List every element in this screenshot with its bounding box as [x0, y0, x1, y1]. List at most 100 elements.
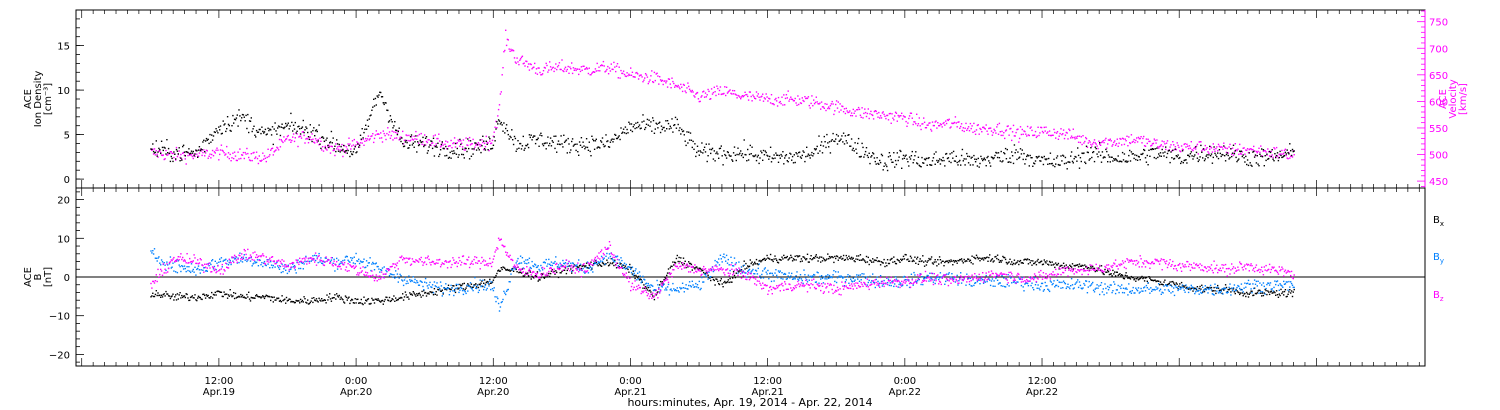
velocity-series-point — [1188, 145, 1191, 147]
density-series-point — [469, 140, 472, 142]
bx-series-point — [447, 284, 450, 286]
by-series-point — [983, 280, 986, 282]
by-series-point — [332, 262, 334, 264]
density-series-point — [1213, 146, 1215, 148]
velocity-series-point — [982, 126, 984, 129]
velocity-series-point — [272, 154, 274, 156]
bx-series-point — [1243, 293, 1245, 295]
density-series-point — [779, 157, 781, 159]
density-series-point — [1111, 156, 1113, 158]
velocity-series-point — [750, 95, 752, 98]
velocity-series-point — [1127, 145, 1129, 147]
density-series-point — [1209, 145, 1211, 148]
velocity-series-point — [1001, 130, 1003, 133]
bx-series-point — [1005, 261, 1008, 264]
by-series-point — [970, 285, 972, 287]
density-series-point — [665, 120, 667, 122]
density-series-point — [1007, 161, 1009, 163]
velocity-series-point — [327, 146, 329, 148]
velocity-series-point — [351, 140, 354, 142]
density-series-point — [1150, 148, 1152, 151]
density-series-point — [255, 129, 258, 132]
velocity-series-point — [160, 154, 163, 156]
by-series-point — [441, 295, 443, 297]
by-series-point — [621, 259, 623, 262]
bx-series-point — [309, 301, 311, 304]
density-series-point — [1087, 151, 1089, 154]
bx-series-point — [828, 258, 830, 260]
density-series-point — [466, 150, 468, 153]
velocity-series-point — [218, 159, 220, 161]
bx-series-point — [1260, 292, 1262, 294]
by-series-point — [782, 278, 784, 280]
by-series-point — [186, 266, 188, 268]
bx-series-point — [798, 255, 801, 257]
velocity-series-point — [171, 152, 173, 154]
density-series-point — [921, 156, 923, 159]
velocity-series-point — [1000, 134, 1002, 137]
by-series-point — [466, 284, 468, 286]
density-series-point — [1100, 161, 1103, 163]
by-series-point — [461, 289, 464, 292]
density-series-point — [896, 152, 898, 154]
density-series-point — [270, 134, 273, 136]
velocity-series-point — [1126, 135, 1128, 137]
density-series-point — [463, 157, 465, 159]
by-series-point — [400, 275, 402, 277]
by-series-point — [542, 261, 545, 264]
by-series-point — [281, 263, 283, 265]
by-series-point — [674, 289, 677, 291]
density-series-point — [1246, 159, 1249, 161]
density-series-point — [605, 134, 607, 136]
velocity-series-point — [992, 131, 994, 134]
density-series-point — [672, 131, 674, 133]
bx-series-point — [960, 259, 962, 261]
bx-series-point — [710, 279, 712, 282]
velocity-series-point — [227, 152, 230, 154]
bx-series-point — [1107, 269, 1109, 272]
density-series-point — [1028, 165, 1030, 167]
density-series-point — [436, 146, 438, 148]
bx-series-point — [835, 257, 837, 260]
bx-series-point — [175, 299, 178, 301]
by-series-point — [692, 284, 694, 286]
by-series-point — [902, 276, 905, 278]
bx-series-point — [825, 259, 827, 261]
density-series-point — [494, 140, 496, 142]
density-series-point — [1104, 156, 1106, 159]
velocity-series-point — [377, 133, 379, 135]
density-series-point — [757, 154, 759, 157]
velocity-series-point — [984, 128, 986, 130]
by-series-point — [152, 253, 155, 255]
bx-series-point — [546, 276, 548, 278]
velocity-series-point — [1224, 147, 1227, 149]
by-series-point — [986, 280, 988, 283]
velocity-series-point — [725, 94, 727, 97]
density-series-point — [483, 140, 485, 142]
density-series-point — [794, 161, 796, 164]
by-series-point — [644, 279, 646, 281]
density-series-point — [1274, 153, 1276, 155]
velocity-series-point — [460, 140, 462, 142]
density-series-point — [537, 137, 539, 139]
bx-series-point — [410, 293, 413, 295]
density-series-point — [1044, 158, 1046, 160]
by-series-point — [592, 271, 594, 273]
velocity-series-point — [1139, 137, 1141, 140]
density-series-point — [1279, 150, 1281, 153]
density-series-point — [945, 152, 948, 155]
bx-series-point — [850, 256, 853, 259]
by-series-point — [215, 268, 217, 271]
velocity-series-point — [940, 123, 942, 126]
velocity-series-point — [241, 154, 244, 156]
bx-series-point — [806, 258, 808, 260]
density-series-point — [724, 153, 726, 156]
velocity-series-point — [293, 140, 296, 143]
velocity-series-point — [424, 144, 427, 146]
velocity-series-point — [252, 152, 254, 154]
density-series-point — [186, 151, 188, 153]
by-series-point — [909, 281, 912, 284]
density-series-point — [667, 122, 670, 125]
velocity-series-point — [347, 143, 349, 145]
